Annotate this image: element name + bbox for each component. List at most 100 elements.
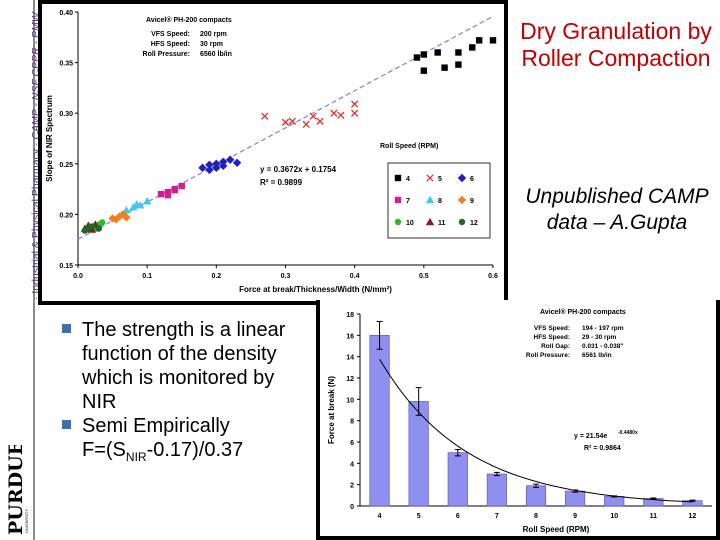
info-label: VFS Speed:	[534, 325, 570, 332]
series-5	[261, 100, 359, 128]
data-point	[99, 219, 106, 226]
info-value: 0.031 - 0.038"	[582, 343, 623, 350]
data-point	[205, 165, 214, 175]
data-point	[178, 182, 185, 190]
legend-marker	[458, 218, 466, 226]
y-tick-label: 16	[346, 333, 354, 340]
legend-box	[387, 162, 491, 239]
info-label: Roll Gap:	[541, 343, 570, 350]
logo-text: PURDUE	[5, 445, 27, 535]
x-tick-label: 0.3	[281, 273, 291, 280]
info-value: 200 rpm	[200, 31, 227, 38]
legend-marker	[394, 196, 402, 204]
equation-exponent: -0.4480x	[618, 430, 638, 436]
data-point	[205, 160, 214, 170]
data-point	[198, 163, 207, 173]
info-value: 6561 lb/in	[582, 352, 612, 359]
y-tick-label: 18	[346, 312, 354, 319]
data-point	[108, 214, 117, 223]
y-tick-label: 4	[350, 461, 354, 468]
x-tick-label: 0.4	[350, 273, 360, 280]
trend-curve	[379, 358, 693, 503]
x-axis-label: Force at break/Thickness/Width (N/mm²)	[239, 285, 392, 294]
y-tick-label: 14	[346, 355, 354, 362]
series-8	[122, 197, 152, 214]
formula: F=(SNIR-0.17)/0.37	[62, 438, 307, 469]
sidebar-divider	[33, 0, 35, 540]
bar	[604, 496, 625, 507]
info-header: Avicel® PH-200 compacts	[540, 308, 626, 316]
r-squared: R² = 0.9899	[260, 178, 303, 187]
logo-subtext: UNIVERSITY	[24, 509, 29, 533]
y-tick-label: 10	[346, 397, 354, 404]
x-tick-label: 12	[689, 513, 697, 520]
sidebar: · Industrial & Physical Pharmacy · CAMP …	[0, 0, 42, 540]
x-tick-label: 0.1	[142, 273, 152, 280]
data-point	[351, 109, 359, 117]
y-tick-label: 0.40	[59, 10, 73, 17]
y-tick-label: 8	[350, 419, 354, 426]
y-tick-label: 0.20	[59, 212, 73, 219]
legend: 4 5 6 7 8 9 10 11 12	[387, 162, 491, 239]
data-point	[489, 37, 497, 44]
x-tick-label: 0.6	[488, 273, 498, 280]
x-tick-label: 11	[650, 513, 658, 520]
data-point	[164, 191, 172, 199]
info-label: HFS Speed:	[151, 41, 190, 48]
equation: y = 21.54e	[574, 433, 607, 440]
x-tick-label: 8	[534, 513, 538, 520]
x-tick-label: 9	[573, 513, 577, 520]
scatter-chart-panel: 0.15 0.20 0.25 0.30 0.35 0.40 0.0 0.1 0.2 0.3 0.4 0…	[38, 0, 508, 305]
legend-label: 11	[438, 220, 446, 227]
x-tick-label: 4	[378, 513, 382, 520]
legend-marker	[457, 195, 467, 205]
legend-marker	[425, 217, 435, 226]
data-point	[441, 64, 448, 71]
data-point	[434, 49, 441, 56]
data-point	[171, 186, 179, 194]
x-tick-label: 5	[417, 513, 421, 520]
formula-pre: F=(S	[82, 439, 126, 461]
y-tick-label: 12	[346, 376, 354, 383]
bar	[486, 473, 507, 507]
legend-label: 7	[406, 198, 410, 205]
data-point	[111, 215, 121, 224]
info-label: Roll Pressure:	[143, 51, 190, 58]
data-point	[261, 112, 269, 120]
bar	[408, 401, 429, 507]
data-point	[232, 158, 242, 167]
x-tick-label: 6	[456, 513, 460, 520]
bullet-item: Semi Empirically	[62, 414, 307, 438]
legend-marker	[425, 195, 435, 204]
data-point	[95, 225, 102, 232]
info-value: 30 rpm	[200, 41, 223, 48]
data-point	[455, 61, 462, 68]
legend-label: 8	[438, 198, 442, 205]
legend-label: 10	[406, 220, 414, 227]
series-12	[81, 223, 102, 234]
legend-label: 6	[470, 176, 474, 183]
data-point	[351, 100, 359, 108]
info-value: 6560 lb/in	[200, 51, 232, 58]
formula-sub: NIR	[125, 450, 147, 464]
data-point	[455, 49, 462, 56]
bar	[565, 490, 586, 507]
y-tick-label: 0.25	[59, 162, 73, 169]
legend-label: 9	[470, 198, 474, 205]
x-axis-label: Roll Speed (RPM)	[523, 525, 590, 534]
x-tick-label: 7	[495, 513, 499, 520]
bullet-text: Semi Empirically	[82, 415, 230, 437]
series-6	[198, 155, 242, 175]
chart-background	[42, 4, 504, 301]
r-squared: R² = 0.9864	[584, 445, 621, 452]
data-point	[142, 197, 152, 205]
info-label: HFS Speed:	[534, 334, 570, 341]
data-point	[302, 120, 310, 128]
data-point	[212, 163, 221, 173]
equation: y = 0.3672x + 0.1754	[260, 165, 337, 174]
data-point	[157, 190, 165, 198]
bar	[447, 452, 468, 507]
data-point	[475, 37, 483, 44]
bullet-marker-icon	[62, 324, 71, 333]
purdue-logo: PURDUE UNIVERSITY	[5, 445, 29, 535]
